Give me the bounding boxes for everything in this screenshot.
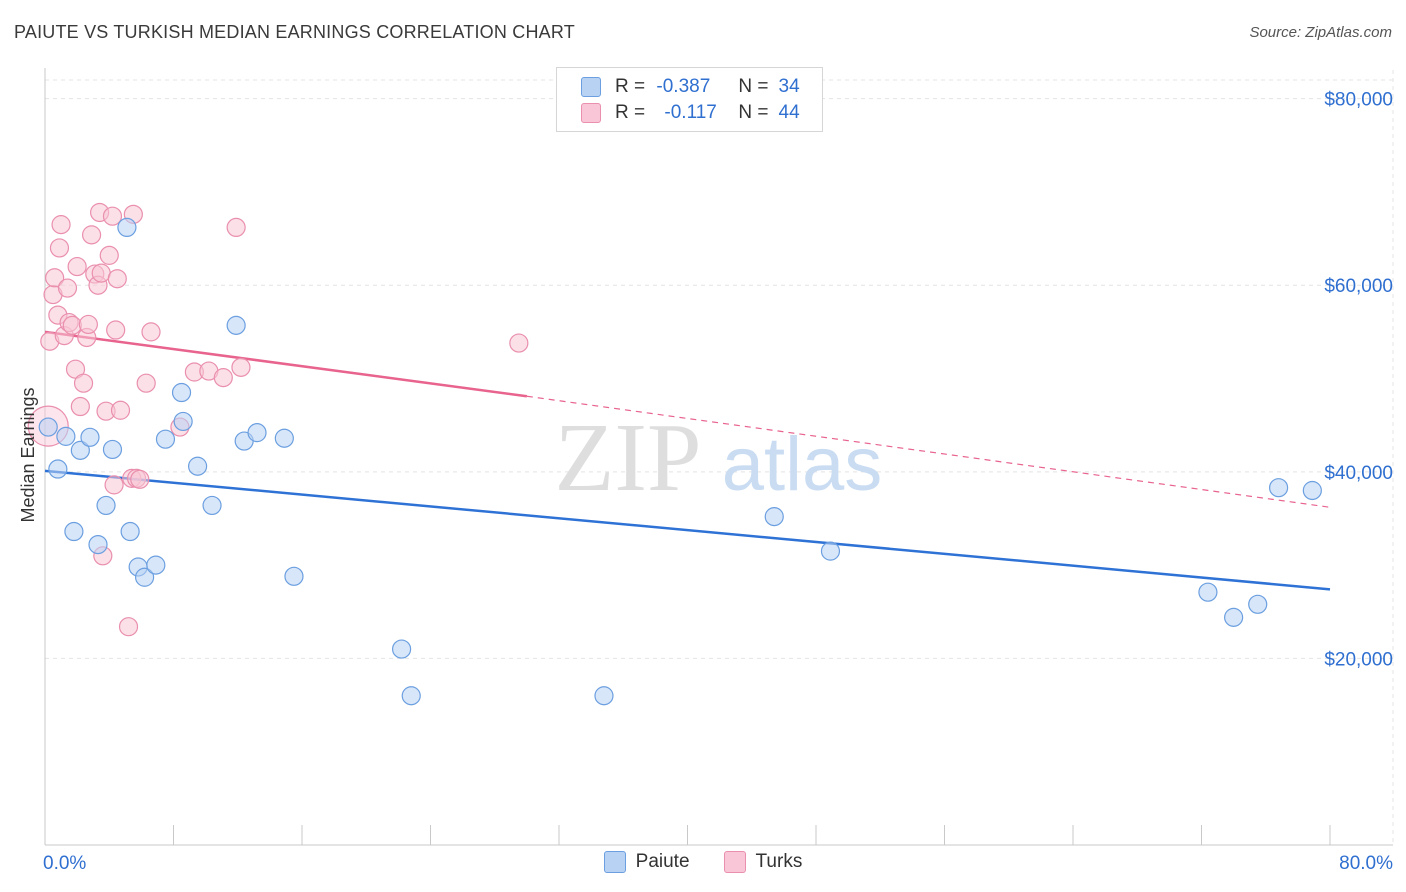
paiute-point <box>1302 480 1322 501</box>
turks-point <box>231 357 251 377</box>
turks-point <box>104 475 124 495</box>
series-legend: Paiute Turks <box>0 851 1406 873</box>
paiute-point <box>88 534 108 555</box>
paiute-point <box>171 382 192 403</box>
paiute-r-label: R = <box>615 76 646 97</box>
grid-lines <box>45 70 1394 845</box>
paiute-point <box>80 427 100 447</box>
turks-point <box>118 617 139 637</box>
data-points <box>27 202 1322 706</box>
y-tick-label: $20,000 <box>1324 649 1393 670</box>
paiute-point <box>70 440 90 460</box>
turks-point <box>49 238 70 258</box>
paiute-point <box>284 566 304 586</box>
paiute-point <box>120 521 140 542</box>
turks-point <box>110 400 131 420</box>
paiute-n-label: N = <box>738 76 769 97</box>
paiute-point <box>391 639 412 659</box>
legend-item-turks: Turks <box>723 851 803 873</box>
turks-point <box>81 225 102 245</box>
turks-point <box>102 206 123 226</box>
paiute-point <box>102 439 123 460</box>
paiute-point <box>56 426 76 446</box>
trend-lines <box>44 330 1331 591</box>
paiute-point <box>274 428 294 448</box>
paiute-trend-line <box>44 469 1331 591</box>
y-axis-title: Median Earnings <box>18 387 38 522</box>
paiute-point <box>134 567 155 587</box>
paiute-r-value: -0.387 <box>656 76 711 97</box>
paiute-swatch <box>581 77 601 97</box>
turks-r-value: -0.117 <box>664 102 717 123</box>
turks-point <box>62 315 82 335</box>
y-tick-label: $80,000 <box>1324 90 1393 111</box>
x-tick-label: 0.0% <box>43 853 86 874</box>
turks-r-label: R = <box>615 102 646 123</box>
turks-point <box>136 373 156 393</box>
paiute-point <box>401 686 421 706</box>
turks-point <box>509 333 529 353</box>
watermark-atlas: atlas <box>722 422 883 507</box>
y-tick-label: $60,000 <box>1324 276 1393 297</box>
turks-trend-line <box>44 330 528 398</box>
turks-point <box>106 320 126 340</box>
turks-swatch <box>581 103 601 123</box>
paiute-point <box>146 555 166 575</box>
paiute-point <box>202 495 222 516</box>
paiute-point <box>173 411 193 432</box>
paiute-point <box>247 423 267 443</box>
axes <box>44 68 1393 846</box>
turks-point <box>99 245 119 265</box>
paiute-point <box>1224 607 1244 627</box>
paiute-point <box>226 315 246 335</box>
paiute-point <box>1198 582 1218 602</box>
turks-legend-swatch <box>723 851 746 873</box>
x-tick-label: 80.0% <box>1339 853 1393 874</box>
paiute-point <box>594 686 614 706</box>
turks-n-label: N = <box>738 102 769 123</box>
legend-row-turks: R = -0.117 N = 44 <box>581 101 800 125</box>
turks-point <box>45 268 65 288</box>
turks-trend-extension <box>526 395 1331 508</box>
turks-point <box>51 215 71 235</box>
turks-point <box>70 396 90 417</box>
turks-point <box>107 269 127 289</box>
correlation-legend: R = -0.387 N = 34 R = -0.117 N = 44 <box>556 67 823 132</box>
watermark-zip: ZIP <box>555 404 702 512</box>
paiute-point <box>764 507 784 527</box>
turks-point <box>130 469 150 489</box>
legend-row-paiute: R = -0.387 N = 34 <box>581 75 800 99</box>
turks-point <box>73 373 94 393</box>
source-label: Source: ZipAtlas.com <box>1249 24 1392 41</box>
paiute-point <box>117 217 137 238</box>
axis-labels: $20,000 $40,000 $60,000 $80,000 0.0% 80.0% Med… <box>18 90 1393 874</box>
y-tick-label: $40,000 <box>1324 463 1393 484</box>
paiute-point <box>38 417 58 437</box>
zipatlas-watermark: ZIP atlas <box>555 404 883 512</box>
paiute-point <box>1248 594 1268 614</box>
paiute-point <box>48 459 68 479</box>
turks-legend-label: Turks <box>755 851 803 872</box>
turks-point <box>141 322 161 342</box>
paiute-point <box>1268 478 1289 498</box>
paiute-point <box>155 429 176 449</box>
turks-point <box>213 368 233 388</box>
paiute-point <box>96 495 116 516</box>
turks-point <box>226 217 246 238</box>
turks-point <box>67 256 87 277</box>
paiute-legend-swatch <box>603 851 626 873</box>
paiute-point <box>64 521 84 542</box>
paiute-legend-label: Paiute <box>635 851 690 872</box>
legend-item-paiute: Paiute <box>603 851 690 873</box>
turks-n-value: 44 <box>778 102 800 123</box>
turks-point <box>57 278 78 298</box>
paiute-n-value: 34 <box>778 76 800 97</box>
turks-point <box>91 263 111 283</box>
chart-title: PAIUTE VS TURKISH MEDIAN EARNINGS CORREL… <box>14 22 575 42</box>
paiute-point <box>820 541 841 561</box>
paiute-point <box>187 456 208 476</box>
turks-point <box>78 314 98 335</box>
